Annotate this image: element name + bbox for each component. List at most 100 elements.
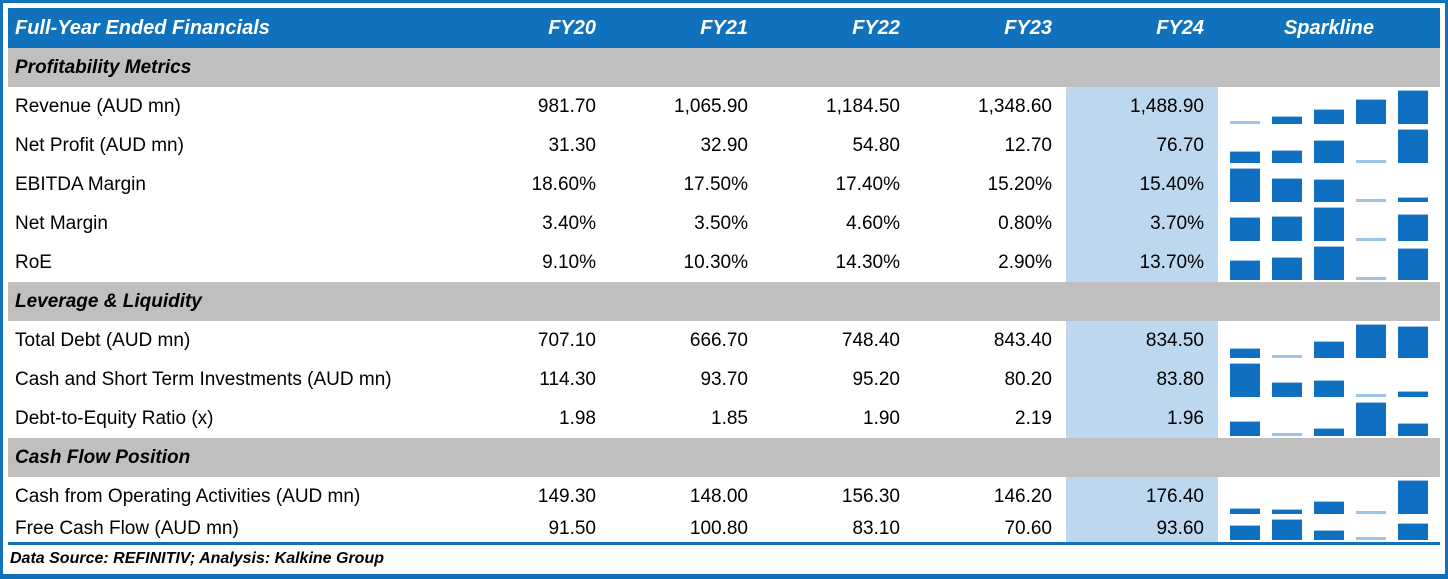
cell-fy22: 14.30% <box>835 251 900 273</box>
section-header-leverage: Leverage & Liquidity <box>8 282 1440 321</box>
row-label: RoE <box>15 251 52 273</box>
spark-bar <box>1314 341 1344 358</box>
cell-fy24-highlighted: 3.70% <box>1066 204 1218 243</box>
cell-fy22: 17.40% <box>835 173 900 195</box>
table-row-roe: RoE 9.10% 10.30% 14.30% 2.90% 13.70% <box>8 243 1440 282</box>
table-row-total-debt: Total Debt (AUD mn) 707.10 666.70 748.40… <box>8 321 1440 360</box>
spark-bar <box>1272 216 1302 241</box>
cell-fy21: 32.90 <box>700 134 748 156</box>
row-label: Net Margin <box>15 212 108 234</box>
section-header-cashflow: Cash Flow Position <box>8 438 1440 477</box>
spark-bar <box>1272 150 1302 163</box>
spark-bar <box>1398 90 1428 124</box>
cell-fy22: 54.80 <box>852 134 900 156</box>
cell-fy23: 15.20% <box>987 173 1052 195</box>
sparkline-chart <box>1218 243 1440 282</box>
cell-fy20: 114.30 <box>539 368 596 390</box>
footer-divider-line <box>8 542 1440 545</box>
cell-fy23: 146.20 <box>993 485 1052 507</box>
cell-fy23: 2.90% <box>998 251 1052 273</box>
spark-bar-low-point <box>1356 277 1386 280</box>
spark-bar-low-point <box>1272 433 1302 436</box>
sparkline-chart <box>1218 360 1440 399</box>
spark-bar <box>1272 382 1302 397</box>
spark-bar <box>1398 248 1428 280</box>
spark-bar-low-point <box>1230 121 1260 124</box>
spark-bar-low-point <box>1356 238 1386 241</box>
table-row-cash-operating: Cash from Operating Activities (AUD mn) … <box>8 477 1440 516</box>
spark-bar <box>1314 179 1344 202</box>
table-header-row: Full-Year Ended Financials FY20 FY21 FY2… <box>8 8 1440 48</box>
column-header-fy23: FY23 <box>1004 16 1052 39</box>
cell-fy24-highlighted: 93.60 <box>1066 516 1218 542</box>
table-row-net-margin: Net Margin 3.40% 3.50% 4.60% 0.80% 3.70% <box>8 204 1440 243</box>
row-label: Net Profit (AUD mn) <box>15 134 184 156</box>
spark-bar <box>1230 363 1260 397</box>
cell-fy21: 1,065.90 <box>674 95 748 117</box>
cell-fy22: 1.90 <box>863 407 900 429</box>
sparkline-chart <box>1218 87 1440 126</box>
cell-fy20: 707.10 <box>537 329 596 351</box>
cell-fy22: 1,184.50 <box>826 95 900 117</box>
spark-bar <box>1398 423 1428 436</box>
spark-bar <box>1272 509 1302 514</box>
cell-fy22: 83.10 <box>852 518 900 539</box>
cell-fy23: 80.20 <box>1004 368 1052 390</box>
cell-fy23: 1,348.60 <box>978 95 1052 117</box>
column-header-sparkline: Sparkline <box>1283 16 1375 39</box>
spark-bar <box>1314 501 1344 514</box>
spark-bar <box>1230 348 1260 358</box>
cell-fy24-highlighted: 1,488.90 <box>1066 87 1218 126</box>
spark-bar <box>1356 402 1386 436</box>
column-header-fy21: FY21 <box>700 16 748 39</box>
spark-bar <box>1314 246 1344 280</box>
spark-bar <box>1314 207 1344 241</box>
row-label: Revenue (AUD mn) <box>15 95 181 117</box>
column-header-fy24: FY24 <box>1156 16 1204 39</box>
cell-fy20: 31.30 <box>548 134 596 156</box>
section-header-profitability: Profitability Metrics <box>8 48 1440 87</box>
table-title: Full-Year Ended Financials <box>15 16 270 39</box>
cell-fy23: 2.19 <box>1015 407 1052 429</box>
row-label: Cash from Operating Activities (AUD mn) <box>15 485 361 507</box>
spark-bar <box>1398 326 1428 358</box>
spark-bar <box>1398 480 1428 514</box>
sparkline-chart <box>1218 477 1440 516</box>
row-label: Total Debt (AUD mn) <box>15 329 191 351</box>
column-header-fy20: FY20 <box>548 16 596 39</box>
cell-fy20: 3.40% <box>542 212 596 234</box>
cell-fy20: 9.10% <box>542 251 596 273</box>
spark-bar <box>1230 421 1260 436</box>
spark-bar <box>1272 178 1302 202</box>
spark-bar <box>1272 519 1302 540</box>
spark-bar-low-point <box>1356 394 1386 397</box>
spark-bar <box>1272 116 1302 124</box>
row-label: EBITDA Margin <box>15 173 146 195</box>
spark-bar-low-point <box>1356 537 1386 540</box>
cell-fy20: 1.98 <box>559 407 596 429</box>
spark-bar <box>1398 129 1428 163</box>
table-row-ebitda-margin: EBITDA Margin 18.60% 17.50% 17.40% 15.20… <box>8 165 1440 204</box>
cell-fy23: 70.60 <box>1004 518 1052 539</box>
row-label: Cash and Short Term Investments (AUD mn) <box>15 368 392 390</box>
spark-bar <box>1230 151 1260 163</box>
cell-fy22: 156.30 <box>841 485 900 507</box>
spark-bar <box>1356 99 1386 124</box>
sparkline-chart <box>1218 204 1440 243</box>
cell-fy20: 149.30 <box>537 485 596 507</box>
cell-fy21: 1.85 <box>711 407 748 429</box>
cell-fy22: 95.20 <box>852 368 900 390</box>
table-row-revenue: Revenue (AUD mn) 981.70 1,065.90 1,184.5… <box>8 87 1440 126</box>
cell-fy21: 3.50% <box>694 212 748 234</box>
spark-bar <box>1398 391 1428 397</box>
cell-fy22: 4.60% <box>846 212 900 234</box>
spark-bar-low-point <box>1356 511 1386 514</box>
sparkline-chart <box>1218 165 1440 204</box>
data-source-note: Data Source: REFINITIV; Analysis: Kalkin… <box>10 550 384 567</box>
spark-bar <box>1398 197 1428 202</box>
spark-bar <box>1314 109 1344 124</box>
spark-bar-low-point <box>1272 355 1302 358</box>
cell-fy24-highlighted: 834.50 <box>1066 321 1218 360</box>
cell-fy24-highlighted: 1.96 <box>1066 399 1218 438</box>
